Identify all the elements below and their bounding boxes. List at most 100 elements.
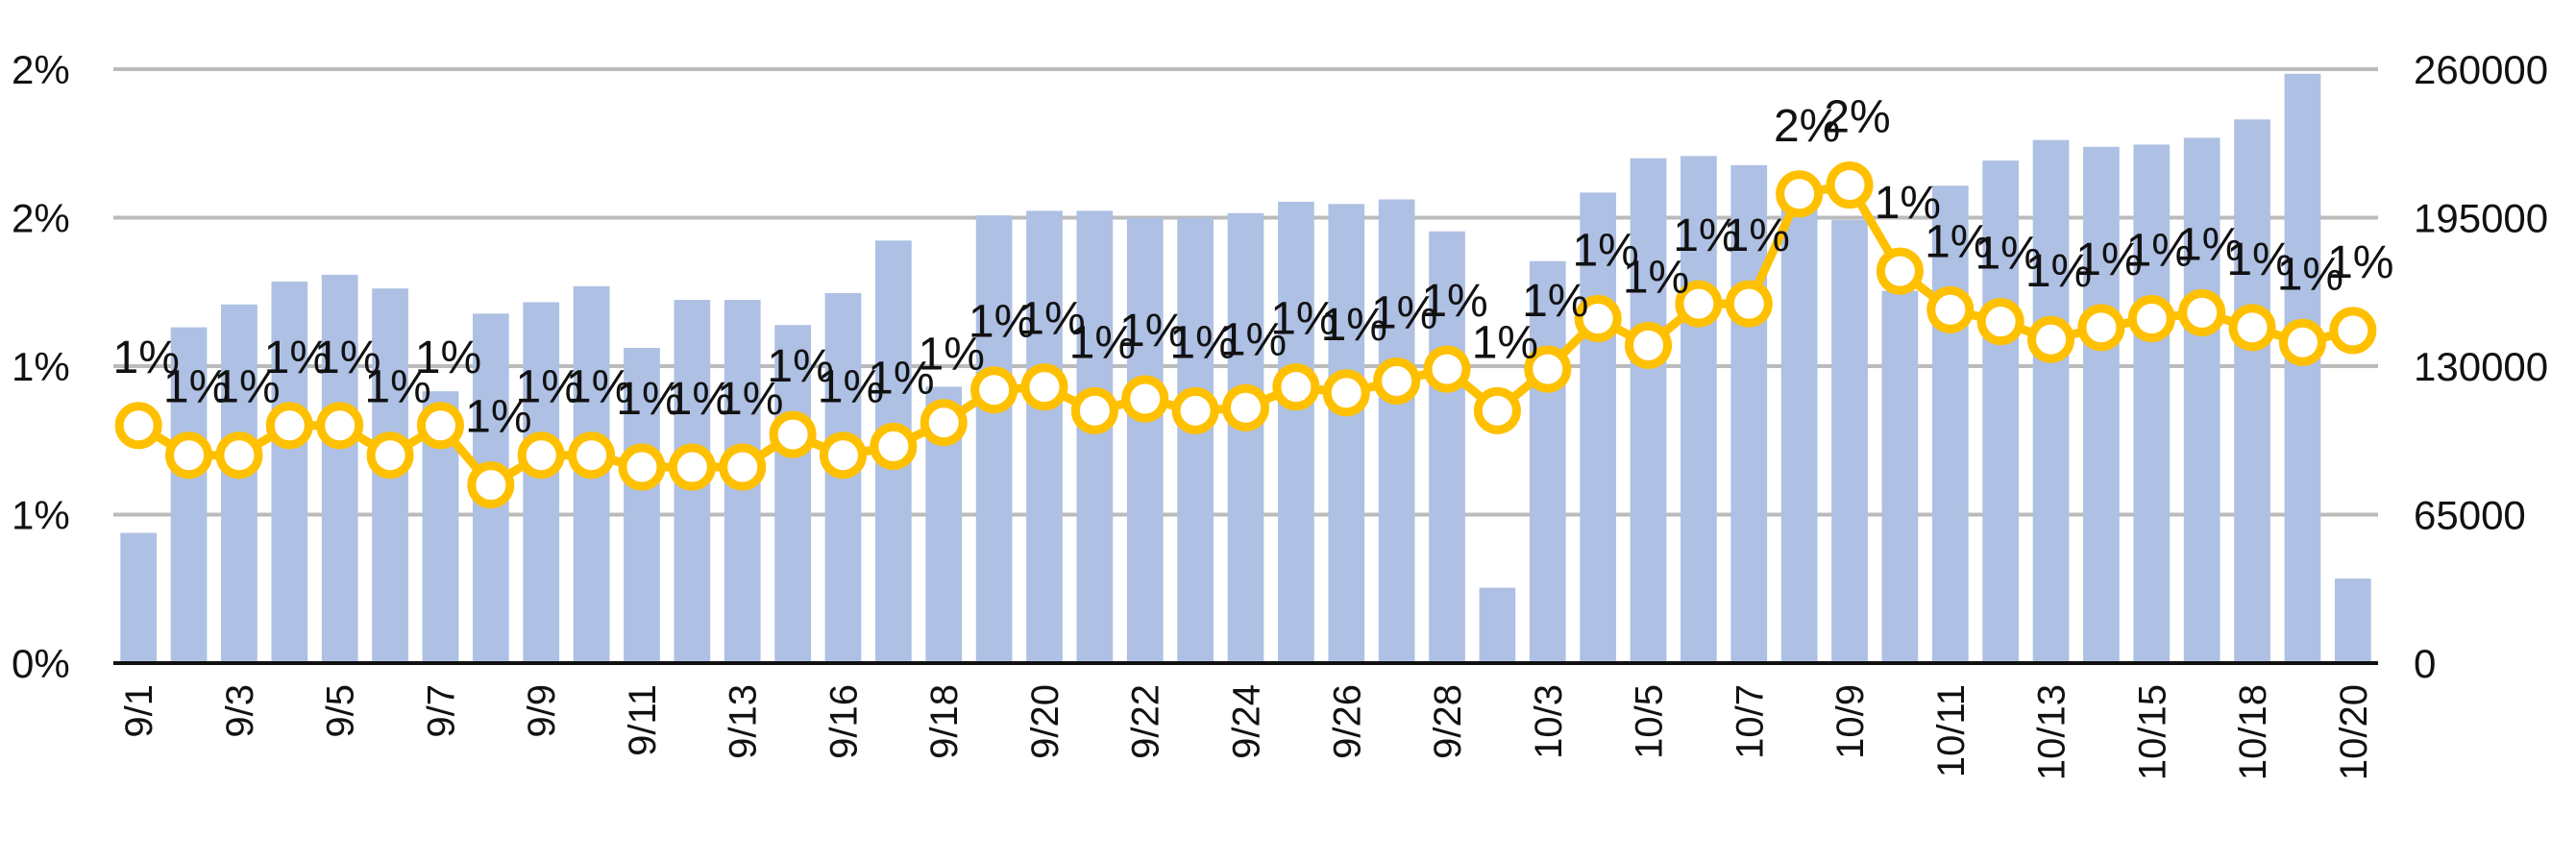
line-marker: [719, 443, 767, 491]
x-tick-label: 9/3: [219, 684, 261, 738]
right-tick-label: 260000: [2414, 47, 2548, 92]
line-data-label: 1%: [667, 374, 733, 425]
bar: [1378, 199, 1415, 663]
line-marker: [1322, 369, 1370, 417]
bar: [2183, 137, 2220, 664]
line-data-label: 1%: [1119, 306, 1186, 357]
x-tick-label: 10/15: [2131, 684, 2173, 780]
bar: [1681, 156, 1717, 664]
x-tick-label: 9/22: [1125, 684, 1167, 759]
line-marker: [1876, 247, 1924, 295]
line-data-label: 1%: [415, 333, 481, 383]
line-marker: [1020, 363, 1068, 411]
left-tick-label: 2%: [12, 196, 70, 241]
line-data-label: 1%: [1270, 294, 1337, 345]
line-data-label: 1%: [717, 374, 783, 425]
line-data-label: 1%: [1371, 287, 1437, 338]
x-tick-label: 10/5: [1629, 684, 1671, 759]
line-data-label: 1%: [1069, 317, 1136, 368]
x-tick-label: 9/24: [1226, 684, 1268, 759]
x-tick-label: 9/20: [1024, 684, 1067, 759]
x-tick-label: 9/5: [320, 684, 362, 738]
right-tick-label: 65000: [2414, 493, 2526, 538]
bar: [170, 327, 208, 663]
bar: [2032, 139, 2070, 663]
line-marker: [870, 422, 918, 470]
bar: [1881, 290, 1919, 663]
line-marker: [517, 432, 565, 480]
left-axis-tick-labels: 0% 1% 1% 2% 2%: [12, 47, 70, 686]
line-data-label: 1%: [1220, 314, 1287, 365]
line-marker: [1675, 280, 1723, 328]
bar: [1429, 231, 1465, 663]
line-data-label: 1%: [2126, 226, 2193, 277]
x-tick-label: 9/11: [622, 684, 664, 756]
bar: [1126, 217, 1164, 663]
line-marker: [366, 432, 414, 480]
bar: [1931, 185, 1969, 663]
x-axis-tick-labels: 9/1 9/3 9/5 9/7 9/9 9/11 9/13 9/16 9/18 9/20 9/22 9…: [118, 684, 2375, 780]
bar: [221, 304, 258, 663]
bar: [1278, 201, 1314, 663]
line-marker: [1121, 375, 1169, 423]
bar: [1730, 164, 1768, 664]
bar: [523, 302, 560, 663]
line-data-label: 1%: [516, 362, 582, 413]
bar: [975, 215, 1013, 663]
x-tick-label: 9/7: [420, 684, 462, 738]
bar: [1630, 158, 1667, 663]
line-marker: [2127, 295, 2175, 343]
line-marker: [769, 410, 817, 458]
bar: [1328, 204, 1365, 663]
line-marker: [1725, 280, 1773, 328]
line-data-label: 1%: [163, 362, 230, 413]
left-tick-label: 2%: [12, 47, 70, 92]
x-tick-label: 9/16: [822, 684, 865, 759]
line-data-label: 1%: [868, 353, 934, 404]
line-data-label: 1%: [2075, 234, 2142, 285]
bar: [1177, 217, 1214, 663]
bar: [624, 347, 660, 663]
x-tick-label: 10/7: [1729, 684, 1771, 759]
bar: [1529, 260, 1566, 663]
line-marker: [1070, 386, 1118, 434]
line-data-label: 1%: [1421, 276, 1487, 327]
right-tick-label: 0: [2414, 641, 2436, 686]
line-data-label: 1%: [113, 333, 180, 383]
line-marker: [1625, 321, 1673, 369]
line-data-label: 1%: [2277, 249, 2343, 300]
line-data-label: 2%: [1774, 101, 1840, 152]
line-marker: [2077, 304, 2125, 352]
x-tick-label: 10/11: [1930, 684, 1973, 777]
line-data-label: 1%: [2327, 237, 2393, 288]
line-marker: [1373, 357, 1421, 405]
line-marker: [819, 432, 867, 480]
line-marker: [1976, 298, 2024, 346]
line-data-label: 1%: [566, 362, 632, 413]
bar: [1780, 208, 1818, 663]
line-marker: [668, 443, 716, 491]
line-marker: [970, 366, 1018, 414]
line-data-label: 2%: [1824, 92, 1890, 143]
line-data-label: 1%: [2226, 234, 2293, 285]
line-marker: [1826, 161, 1874, 210]
left-tick-label: 1%: [12, 493, 70, 538]
bar: [1982, 160, 2020, 664]
bar: [1580, 192, 1617, 663]
line-marker: [114, 402, 162, 450]
x-tick-label: 9/9: [521, 684, 563, 738]
bar: [1831, 219, 1868, 663]
line-marker: [568, 432, 616, 480]
line-marker: [2027, 315, 2075, 363]
line-data-label: 1%: [1018, 294, 1085, 345]
line-data-label: 1%: [314, 333, 380, 383]
bar: [2133, 144, 2171, 663]
line-marker: [1272, 363, 1320, 411]
line-marker: [2178, 288, 2226, 336]
line-marker: [920, 399, 968, 447]
bar: [774, 325, 811, 663]
right-axis-tick-labels: 0 65000 130000 195000 260000: [2414, 47, 2548, 686]
bar: [120, 532, 158, 663]
left-tick-label: 0%: [12, 641, 70, 686]
